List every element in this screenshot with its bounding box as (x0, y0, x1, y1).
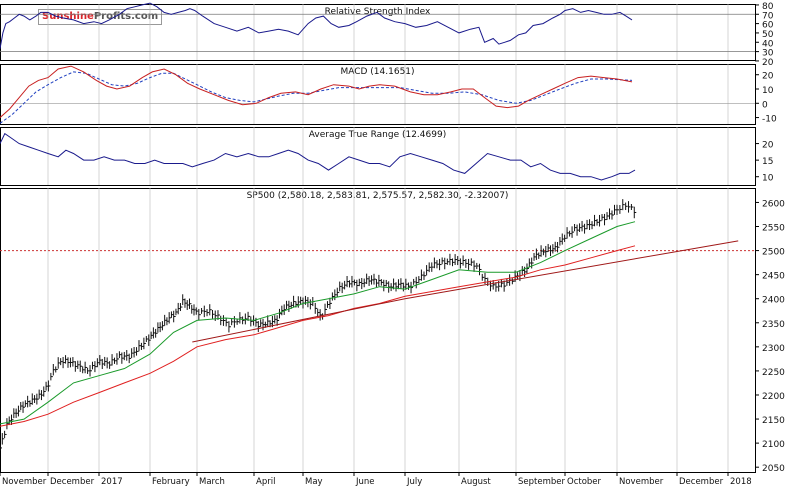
y-tick-label-1--10: -10 (762, 115, 777, 125)
y-tick-label-1-0: 0 (762, 100, 768, 110)
x-label-2: 2017 (101, 477, 123, 486)
sp500-trend-line (192, 240, 739, 343)
x-label-8: July (406, 477, 422, 486)
x-label-5: April (256, 477, 275, 486)
y-tick-label-3-2250: 2250 (762, 368, 785, 378)
rsi-line (0, 2, 633, 49)
y-tick-label-3-2450: 2450 (762, 272, 785, 282)
x-label-9: August (461, 477, 491, 486)
y-tick-label-0-60: 60 (762, 21, 774, 31)
y-tick-label-0-80: 80 (762, 2, 774, 12)
x-label-4: March (199, 477, 225, 486)
x-label-11: October (567, 477, 602, 486)
panel-frame-3 (0, 188, 756, 473)
x-label-0: November (2, 477, 47, 486)
y-tick-label-3-2400: 2400 (762, 296, 785, 306)
y-tick-label-3-2100: 2100 (762, 440, 785, 450)
panel-title-1: MACD (14.1651) (340, 67, 414, 77)
y-tick-label-1-20: 20 (762, 72, 774, 82)
atr-line (0, 132, 636, 181)
x-label-13: December (679, 477, 724, 486)
y-tick-label-2-15: 15 (762, 157, 773, 167)
x-label-10: September (518, 477, 565, 486)
y-tick-label-0-30: 30 (762, 49, 774, 59)
y-tick-label-0-50: 50 (762, 30, 774, 40)
sp500-ma-fast (0, 221, 636, 425)
y-tick-label-3-2050: 2050 (762, 464, 785, 474)
sp500-ma-slow (0, 245, 636, 427)
panel-title-0: Relative Strength Index (325, 7, 431, 17)
x-label-7: June (355, 477, 375, 486)
y-tick-label-2-20: 20 (762, 141, 774, 151)
panel-title-2: Average True Range (12.4699) (309, 130, 446, 140)
y-tick-label-1-10: 10 (762, 86, 774, 96)
x-label-6: May (305, 477, 323, 486)
y-tick-label-3-2600: 2600 (762, 199, 785, 209)
panel-frame-2 (0, 127, 756, 186)
y-tick-label-3-2200: 2200 (762, 392, 785, 402)
x-label-1: December (50, 477, 95, 486)
y-tick-label-3-2150: 2150 (762, 416, 785, 426)
macd-line (0, 65, 633, 118)
y-tick-label-3-2550: 2550 (762, 224, 785, 234)
panel-title-3: SP500 (2,580.18, 2,583.81, 2,575.57, 2,5… (247, 191, 509, 201)
macd-signal-line (0, 71, 633, 124)
y-tick-label-3-2350: 2350 (762, 320, 785, 330)
sunshine-profits-logo: SunshineProfits.com (38, 9, 163, 25)
x-label-12: November (619, 477, 664, 486)
y-tick-label-3-2500: 2500 (762, 248, 785, 258)
x-label-14: 2018 (730, 477, 752, 486)
y-tick-label-3-2300: 2300 (762, 344, 785, 354)
y-tick-label-0-70: 70 (762, 11, 774, 21)
y-tick-label-0-20: 20 (762, 58, 774, 68)
y-tick-label-0-40: 40 (762, 39, 774, 49)
y-tick-label-2-10: 10 (762, 174, 774, 184)
x-label-3: February (152, 477, 190, 486)
panel-frame-1 (0, 64, 756, 125)
